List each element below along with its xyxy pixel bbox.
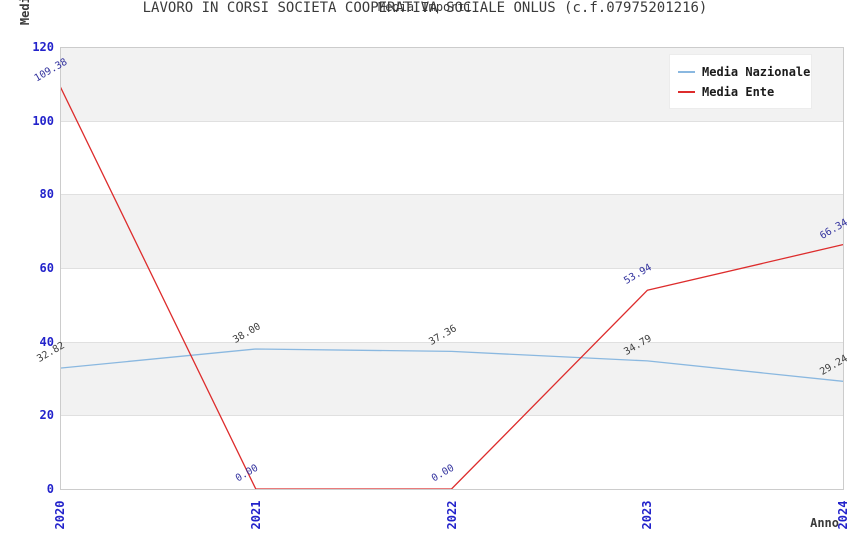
x-tick-label: 2023 (640, 500, 655, 530)
chart-title: LAVORO IN CORSI SOCIETA COOPERATIVA SOCI… (142, 0, 708, 16)
x-axis-label: Anno (810, 516, 839, 530)
y-tick-label: 20 (39, 408, 54, 423)
series-line-media-nazionale (60, 348, 843, 382)
legend-line-swatch-media-nazionale (678, 71, 695, 73)
y-tick-label: 60 (39, 261, 54, 275)
gridline (60, 268, 843, 269)
gridline (60, 120, 843, 122)
y-tick-label: 80 (39, 187, 54, 202)
legend-line-swatch-media-ente (678, 91, 695, 93)
gridline (60, 194, 843, 196)
x-tick-label: 2021 (248, 500, 263, 530)
series-line-media-ente (60, 85, 843, 489)
background-band (60, 194, 843, 268)
y-tick-label: 40 (39, 334, 54, 349)
y-tick-label: 0 (46, 482, 54, 496)
gridline (60, 415, 843, 417)
y-tick-label: 100 (32, 113, 54, 128)
legend-item-media-nazionale: Media Nazionale (670, 62, 811, 82)
legend-label: Media Ente (702, 85, 775, 99)
legend-item-media-ente: Media Ente (670, 82, 811, 102)
legend: Media Nazionale Media Ente (669, 54, 812, 109)
series-plot (60, 85, 843, 489)
legend-label: Media Nazionale (702, 65, 811, 79)
y-tick-label: 120 (32, 40, 54, 54)
chart-subtitle: Media Importi (378, 0, 472, 14)
y-axis-label: Media (18, 0, 32, 26)
x-tick-label: 2022 (444, 500, 459, 530)
x-tick-label: 2020 (53, 500, 67, 530)
gridline (60, 341, 843, 343)
